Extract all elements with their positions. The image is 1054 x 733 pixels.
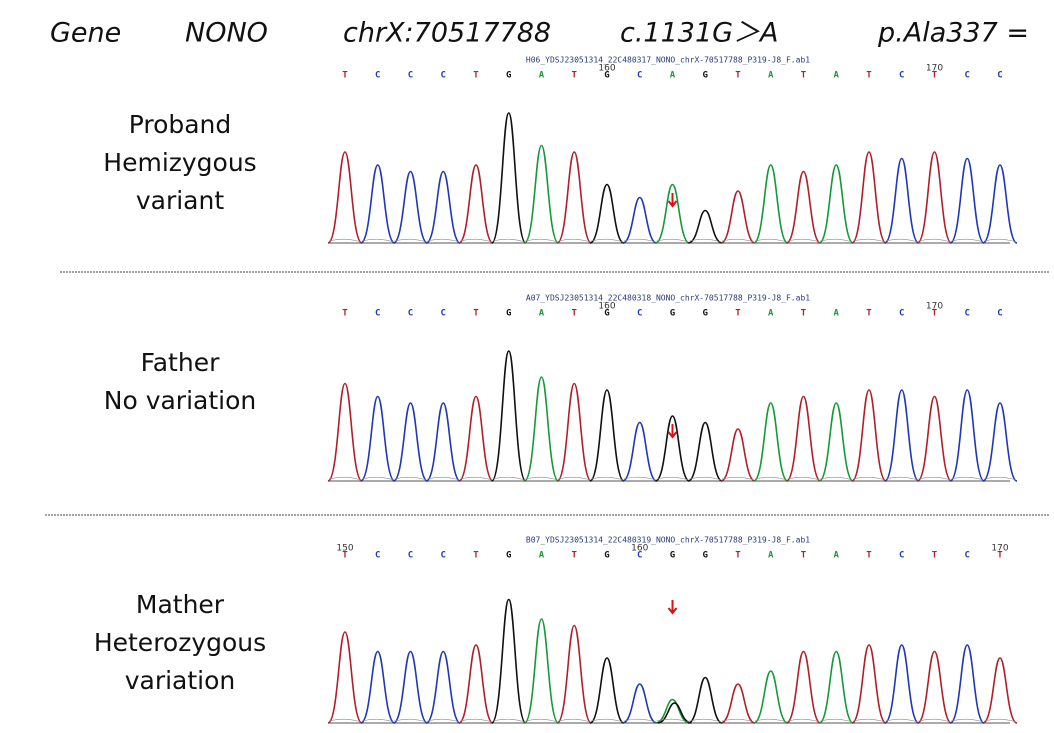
base-call: A: [834, 309, 840, 319]
base-position: 150: [336, 544, 353, 554]
base-call: C: [441, 551, 446, 561]
base-call: C: [375, 551, 380, 561]
base-call: T: [473, 71, 479, 81]
base-call: C: [899, 71, 904, 81]
base-call: G: [703, 309, 708, 319]
base-call: G: [670, 309, 675, 319]
base-call: T: [801, 309, 807, 319]
file-name: B07_YDSJ23051314_22C480319_NONO_chrX-705…: [526, 536, 810, 545]
base-position: 160: [598, 64, 615, 74]
base-call: T: [735, 551, 741, 561]
base-call: T: [866, 71, 872, 81]
base-call: C: [441, 309, 446, 319]
base-call: T: [932, 551, 938, 561]
panel-label: Mather: [136, 590, 225, 619]
base-call: C: [441, 71, 446, 81]
base-call: T: [735, 309, 741, 319]
base-call: A: [539, 551, 545, 561]
base-call: T: [342, 71, 348, 81]
base-call: C: [997, 71, 1002, 81]
base-call: T: [866, 309, 872, 319]
base-call: A: [834, 551, 840, 561]
base-call: C: [637, 71, 642, 81]
base-call: C: [408, 71, 413, 81]
base-call: T: [572, 551, 578, 561]
base-call: G: [604, 551, 609, 561]
base-call: C: [408, 309, 413, 319]
base-call: T: [572, 309, 578, 319]
base-call: T: [473, 309, 479, 319]
base-call: A: [670, 71, 676, 81]
base-call: C: [375, 309, 380, 319]
file-name: H06_YDSJ23051314_22C480317_NONO_chrX-705…: [526, 56, 810, 65]
base-call: A: [539, 309, 545, 319]
file-name: A07_YDSJ23051314_22C480318_NONO_chrX-705…: [526, 294, 810, 303]
base-call: T: [801, 551, 807, 561]
base-call: C: [637, 309, 642, 319]
panel-label: Father: [141, 348, 220, 377]
base-call: G: [506, 71, 511, 81]
header-cdna: c.1131G＞A: [620, 18, 779, 49]
header-locus: chrX:70517788: [343, 18, 551, 49]
base-call: A: [768, 309, 774, 319]
panel-label: Heterozygous: [94, 628, 266, 657]
base-call: T: [473, 551, 479, 561]
panel-label: Hemizygous: [103, 148, 256, 177]
base-call: G: [506, 551, 511, 561]
base-call: C: [997, 309, 1002, 319]
base-call: A: [834, 71, 840, 81]
panel-label: variant: [136, 186, 225, 215]
base-position: 170: [991, 544, 1008, 554]
header-protein: p.Ala337 =: [877, 18, 1029, 49]
base-call: C: [899, 551, 904, 561]
panel-label: Proband: [129, 110, 232, 139]
base-call: C: [965, 551, 970, 561]
base-call: T: [735, 71, 741, 81]
base-position: 160: [631, 544, 648, 554]
base-call: A: [539, 71, 545, 81]
base-call: T: [866, 551, 872, 561]
base-position: 160: [598, 302, 615, 312]
base-call: C: [965, 71, 970, 81]
base-call: T: [801, 71, 807, 81]
base-call: C: [375, 71, 380, 81]
base-position: 170: [926, 302, 943, 312]
header-gene: Gene: [50, 18, 121, 49]
header-symbol: NONO: [185, 18, 268, 49]
base-position: 170: [926, 64, 943, 74]
base-call: A: [768, 551, 774, 561]
base-call: C: [965, 309, 970, 319]
base-call: G: [670, 551, 675, 561]
base-call: C: [899, 309, 904, 319]
base-call: G: [703, 551, 708, 561]
base-call: A: [768, 71, 774, 81]
panel-label: No variation: [104, 386, 257, 415]
figure: Gene NONO chrX:70517788 c.1131G＞A p.Ala3…: [0, 0, 1054, 729]
base-call: C: [408, 551, 413, 561]
panel-label: variation: [125, 666, 236, 695]
base-call: G: [703, 71, 708, 81]
base-call: T: [342, 309, 348, 319]
base-call: T: [572, 71, 578, 81]
base-call: G: [506, 309, 511, 319]
